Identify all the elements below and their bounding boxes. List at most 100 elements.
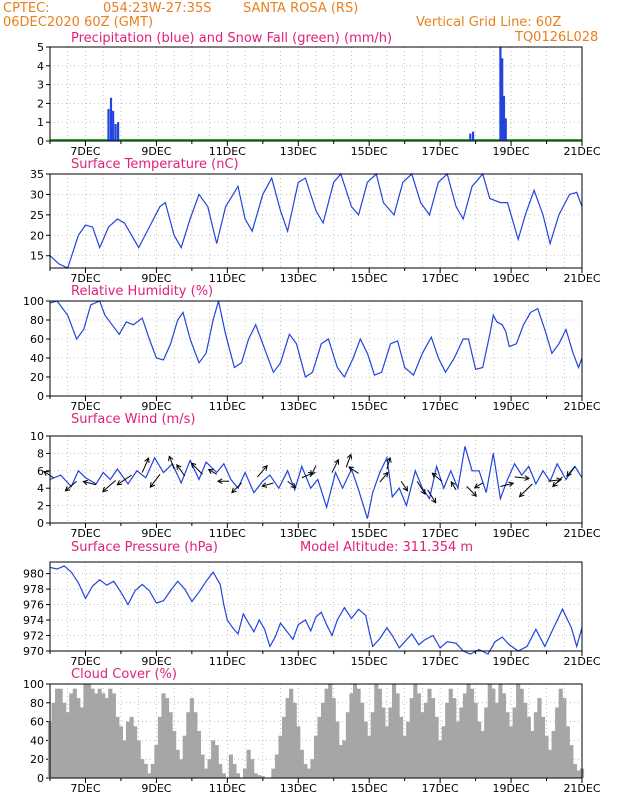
- cloud-bar: [324, 688, 329, 778]
- cloud-bar: [274, 754, 280, 778]
- cloud-bar: [374, 684, 379, 778]
- x-tick-label: 13DEC: [280, 527, 317, 540]
- cloud-bar: [420, 712, 425, 778]
- x-tick-label: 19DEC: [493, 145, 530, 158]
- y-tick-label: 972: [23, 630, 44, 643]
- cloud-bar: [250, 759, 255, 778]
- cloud-bar: [104, 698, 109, 778]
- y-tick-label: 3: [37, 79, 44, 92]
- cloud-bar: [317, 716, 322, 778]
- cloud-bar: [533, 712, 538, 778]
- y-tick-label: 5: [37, 41, 44, 54]
- precip-bar: [501, 58, 504, 141]
- cloud-bar: [242, 768, 248, 778]
- y-tick-label: 60: [30, 333, 44, 346]
- precip-bar: [114, 124, 117, 141]
- x-tick-label: 21DEC: [563, 145, 600, 158]
- cloud-bar: [292, 702, 297, 778]
- y-tick-label: 8: [37, 447, 44, 460]
- cloud-bar: [193, 712, 198, 778]
- panel-frame: [49, 300, 583, 397]
- x-tick-label: 21DEC: [563, 655, 600, 668]
- wind-arrow-shaft: [519, 483, 533, 498]
- cloud-bar: [253, 773, 258, 778]
- y-tick-label: 100: [23, 678, 44, 691]
- wind-arrow-head: [262, 464, 268, 471]
- cloud-bar: [211, 740, 216, 778]
- y-tick-label: 976: [23, 599, 44, 612]
- cloud-bar: [175, 749, 180, 778]
- cloud-bar: [257, 775, 262, 778]
- wind-arrow-shaft: [262, 482, 274, 487]
- wind-arrow-head: [168, 455, 174, 462]
- precip-bar: [469, 133, 472, 141]
- x-tick-label: 9DEC: [141, 272, 171, 285]
- y-tick-label: 30: [30, 188, 44, 201]
- x-tick-label: 15DEC: [351, 400, 388, 413]
- wind-arrow-head: [82, 479, 89, 486]
- x-tick-label: 19DEC: [493, 655, 530, 668]
- cloud-bar: [384, 726, 390, 778]
- cloud-bar: [232, 763, 237, 778]
- cloud-bar: [487, 684, 492, 778]
- header-source: CPTEC:: [3, 1, 50, 16]
- cloud-bar: [530, 731, 535, 778]
- cloud-bar: [370, 712, 375, 778]
- x-tick-label: 17DEC: [422, 782, 459, 795]
- cloud-bar: [455, 721, 460, 778]
- y-tick-label: 80: [30, 697, 44, 710]
- cloud-bar: [360, 702, 365, 778]
- wind-arrow-shaft: [141, 457, 150, 473]
- y-tick-label: 40: [30, 352, 44, 365]
- cloud-bar: [540, 716, 546, 778]
- cloud-bar: [352, 684, 358, 778]
- precip-bar: [472, 131, 475, 141]
- cloud-bar: [416, 693, 421, 778]
- cloud-bar: [345, 712, 350, 778]
- x-tick-label: 21DEC: [563, 782, 600, 795]
- wind-arrow-shaft: [379, 472, 389, 483]
- cloud-bar: [246, 749, 251, 778]
- cloud-bar: [140, 759, 145, 778]
- cloud-bar: [143, 763, 148, 778]
- cloud-bar: [154, 745, 159, 778]
- wind-arrow-shaft: [208, 469, 217, 475]
- wind-arrow-shaft: [386, 457, 391, 470]
- x-tick-label: 15DEC: [351, 527, 388, 540]
- cloud-bar: [572, 763, 577, 778]
- wind-arrow-shaft: [287, 480, 296, 489]
- wind-arrow-head: [102, 486, 108, 493]
- cloud-bar: [516, 684, 521, 778]
- cloud-bar: [395, 693, 400, 778]
- wind-arrow-head: [450, 480, 456, 487]
- x-tick-label: 7DEC: [70, 782, 100, 795]
- y-tick-label: 0: [37, 517, 44, 530]
- x-tick-label: 7DEC: [70, 145, 100, 158]
- panel-frame: [49, 435, 583, 524]
- wind-arrow-shaft: [474, 482, 483, 489]
- y-tick-label: 6: [37, 465, 44, 478]
- cloud-bar: [157, 716, 163, 778]
- x-tick-label: 19DEC: [493, 400, 530, 413]
- cloud-bar: [111, 693, 116, 778]
- cloud-bar: [235, 773, 241, 778]
- cloud-bar: [203, 768, 209, 778]
- x-tick-label: 17DEC: [422, 400, 459, 413]
- wind-arrow-head: [471, 491, 478, 497]
- cloud-bar: [505, 712, 510, 778]
- cloud-bar: [434, 716, 439, 778]
- wind-arrow-head: [310, 470, 316, 477]
- cloud-bar: [441, 726, 446, 778]
- cloud-bar: [480, 731, 485, 778]
- wind-arrow-shaft: [65, 480, 77, 492]
- wind-arrow-head: [402, 485, 409, 492]
- wind-arrow-shaft: [310, 465, 317, 476]
- cloud-bar: [221, 773, 226, 778]
- x-tick-label: 19DEC: [493, 782, 530, 795]
- y-tick-label: 1: [37, 116, 44, 129]
- precip-bar: [107, 109, 110, 141]
- wind-arrow-head: [176, 463, 182, 470]
- x-tick-label: 15DEC: [351, 272, 388, 285]
- wind-arrow-head: [383, 471, 389, 478]
- wind-speed-line: [49, 446, 583, 519]
